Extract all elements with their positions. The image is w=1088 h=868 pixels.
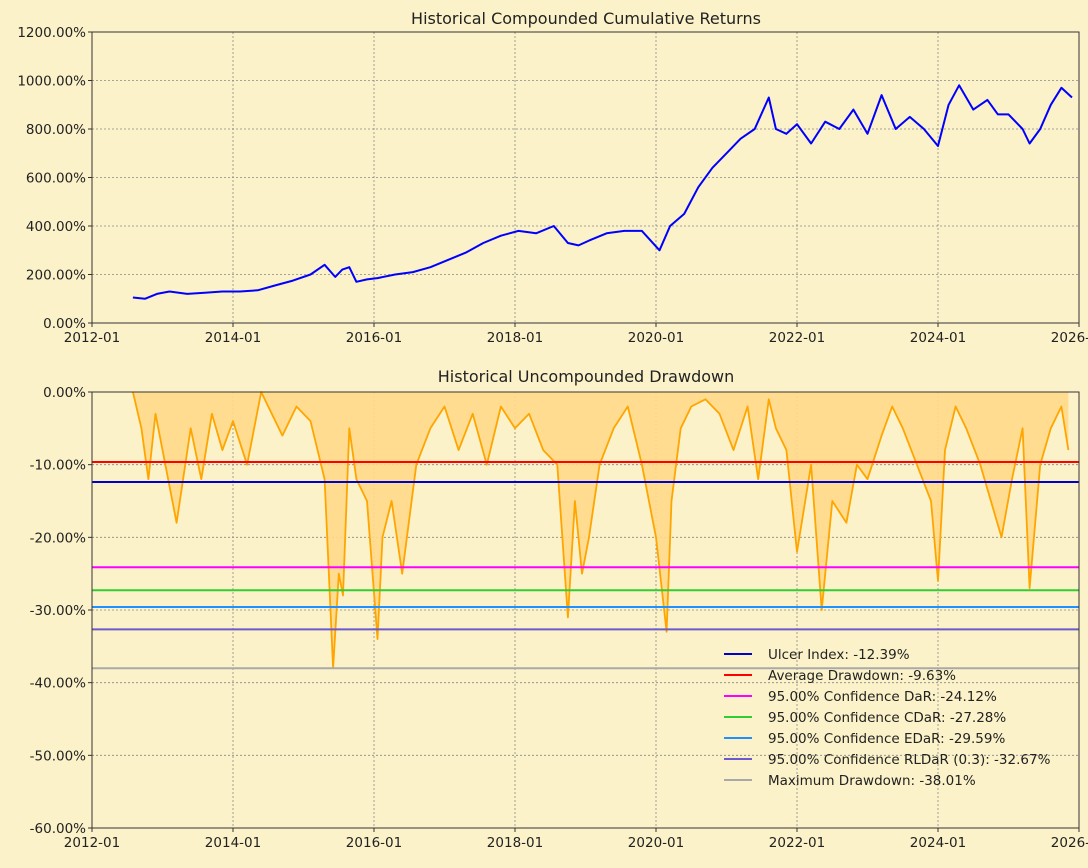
x-tick-label: 2012-01 [64,330,120,346]
returns-y-ticks: 0.00% 200.00% 400.00% 600.00% 800.00% 1000.00… [17,25,92,332]
cumulative-returns-panel: Historical Compounded Cumulative Returns… [17,9,1088,346]
x-tick-label: 2012-01 [64,835,120,851]
legend-label: 95.00% Confidence CDaR: -27.28% [768,710,1006,726]
drawdown-series [132,391,1070,669]
legend: Ulcer Index: -12.39% Average Drawdown: -9… [724,647,1051,789]
drawdown-panel: Historical Uncompounded Drawdown 0.00% -1… [30,367,1088,851]
x-tick-label: 2016-01 [346,835,402,851]
returns-x-ticks: 2012-01 2014-01 2016-01 2018-01 2020-01 2022-… [64,323,1088,346]
x-tick-label: 2022-01 [769,330,825,346]
y-tick-label: 400.00% [26,219,86,235]
y-tick-label: -30.00% [30,603,87,619]
y-tick-label: -10.00% [30,458,87,474]
x-tick-label: 2024-01 [910,835,966,851]
chart-title-returns: Historical Compounded Cumulative Returns [411,9,761,28]
legend-label: Ulcer Index: -12.39% [768,647,910,663]
returns-plot-frame [91,31,1080,324]
legend-label: 95.00% Confidence DaR: -24.12% [768,689,997,705]
x-tick-label: 2016-01 [346,330,402,346]
drawdown-y-ticks: 0.00% -10.00% -20.00% -30.00% -40.00% -50.00%… [30,385,92,837]
x-tick-label: 2026-01 [1051,330,1088,346]
x-tick-label: 2014-01 [205,330,261,346]
y-tick-label: -60.00% [30,821,87,837]
x-tick-label: 2018-01 [487,330,543,346]
y-tick-label: 1200.00% [17,25,86,41]
x-tick-label: 2020-01 [628,835,684,851]
y-tick-label: -20.00% [30,530,87,546]
y-tick-label: 0.00% [43,385,86,401]
legend-label: 95.00% Confidence RLDaR (0.3): -32.67% [768,752,1051,768]
x-tick-label: 2018-01 [487,835,543,851]
drawdown-x-ticks: 2012-01 2014-01 2016-01 2018-01 2020-01 2022-… [64,828,1088,851]
y-tick-label: 1000.00% [17,74,86,90]
drawdown-plot-frame [91,391,1080,829]
drawdown-line [132,391,1070,669]
x-tick-label: 2022-01 [769,835,825,851]
legend-label: Average Drawdown: -9.63% [768,668,956,684]
y-tick-label: 800.00% [26,122,86,138]
returns-gridlines [91,31,1080,324]
y-tick-label: 600.00% [26,171,86,187]
legend-label: Maximum Drawdown: -38.01% [768,773,976,789]
y-tick-label: -50.00% [30,748,87,764]
x-tick-label: 2014-01 [205,835,261,851]
legend-label: 95.00% Confidence EDaR: -29.59% [768,731,1005,747]
y-tick-label: 200.00% [26,268,86,284]
x-tick-label: 2026-01 [1051,835,1088,851]
cumulative-returns-line [132,84,1073,300]
drawdown-area [132,392,1069,669]
x-tick-label: 2020-01 [628,330,684,346]
y-tick-label: -40.00% [30,676,87,692]
x-tick-label: 2024-01 [910,330,966,346]
risk-measure-lines [92,460,1079,670]
chart-title-drawdown: Historical Uncompounded Drawdown [438,367,734,386]
y-tick-label: 0.00% [43,316,86,332]
returns-series [132,84,1073,300]
